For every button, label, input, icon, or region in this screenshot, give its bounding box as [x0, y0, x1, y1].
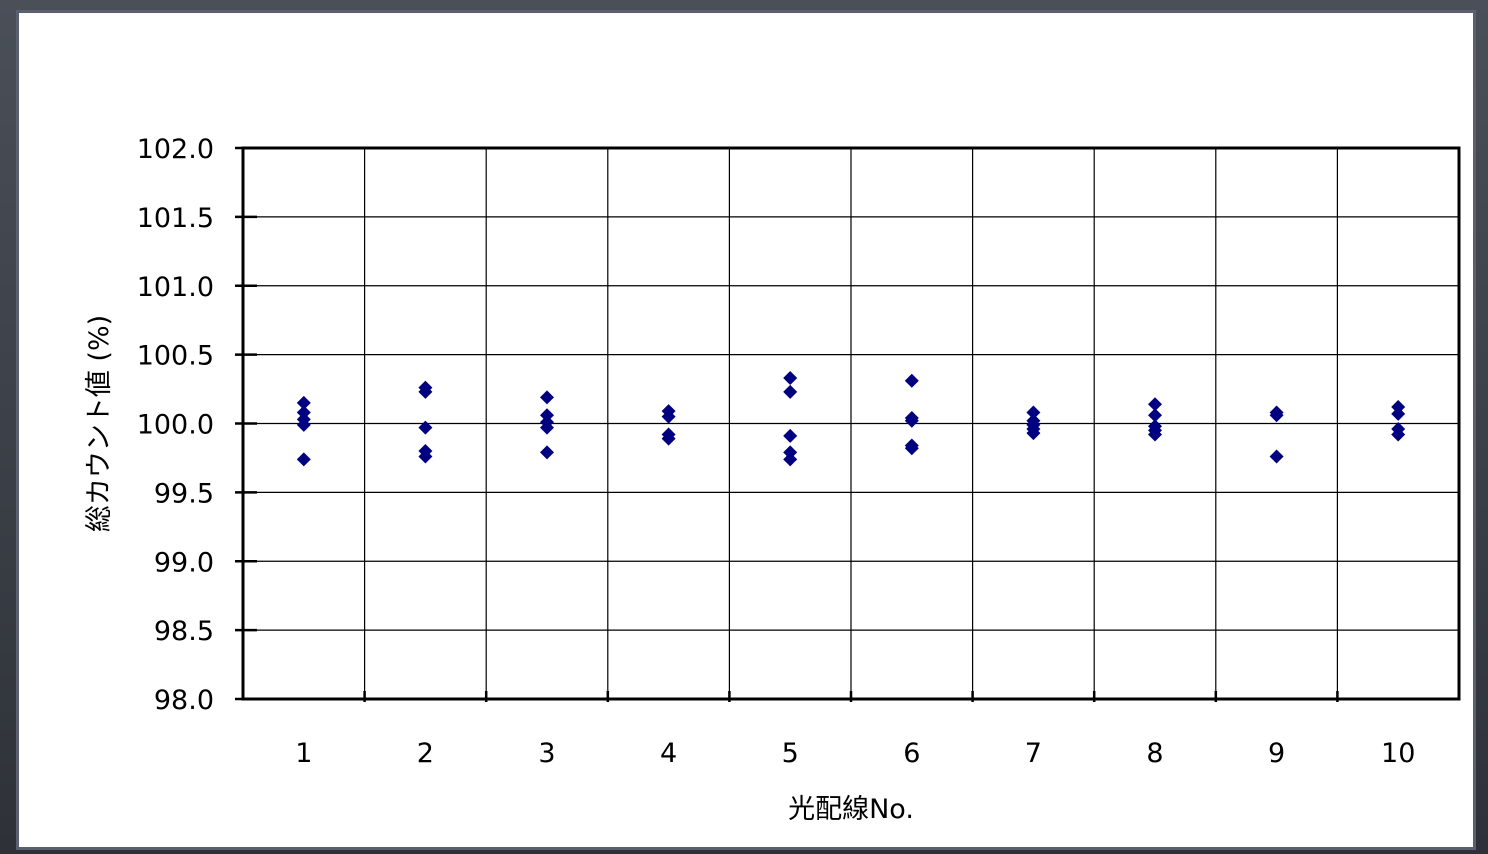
data-point — [296, 417, 311, 432]
data-point — [418, 384, 433, 399]
x-tick-label: 5 — [782, 738, 799, 769]
data-point — [661, 409, 676, 424]
data-point — [783, 428, 798, 443]
data-point — [540, 390, 554, 405]
data-point — [904, 441, 919, 456]
data-point — [418, 420, 433, 435]
y-tick-label: 101.5 — [137, 203, 214, 234]
data-point — [296, 395, 311, 410]
x-tick-label: 1 — [295, 738, 312, 769]
data-points — [296, 371, 1406, 467]
data-point — [1391, 427, 1406, 442]
x-tick-label: 10 — [1381, 738, 1415, 769]
data-point — [296, 452, 311, 467]
data-point — [661, 431, 676, 446]
data-point — [904, 413, 919, 428]
x-axis: 1 2 3 4 5 6 7 8 9 10 — [295, 691, 1415, 769]
y-tick-label: 100.5 — [137, 341, 214, 372]
data-point — [783, 452, 798, 467]
y-axis-title: 総カウント値 (%) — [84, 315, 115, 532]
y-tick-label: 99.0 — [154, 547, 214, 578]
data-point — [1026, 405, 1041, 420]
y-tick-label: 102.0 — [137, 134, 214, 165]
data-point — [904, 373, 919, 388]
grid-lines — [243, 147, 1459, 700]
x-tick-label: 4 — [660, 738, 677, 769]
data-point — [1148, 397, 1162, 412]
data-point — [1148, 408, 1162, 423]
y-tick-label: 99.5 — [154, 478, 214, 509]
y-tick-label: 98.0 — [154, 685, 214, 716]
x-tick-label: 7 — [1025, 738, 1042, 769]
data-point — [1026, 426, 1041, 441]
chart-panel — [16, 10, 1476, 850]
data-point — [783, 384, 798, 399]
y-tick-label: 101.0 — [137, 272, 214, 303]
data-point — [1391, 406, 1406, 421]
y-tick-label: 98.5 — [154, 616, 214, 647]
data-point — [540, 445, 554, 460]
x-axis-title: 光配線No. — [788, 794, 914, 825]
data-point — [1269, 449, 1284, 464]
x-tick-label: 3 — [538, 738, 555, 769]
data-point — [1269, 408, 1284, 423]
x-tick-label: 2 — [417, 738, 434, 769]
data-point — [1148, 427, 1162, 442]
data-point — [783, 371, 798, 386]
y-tick-label: 100.0 — [137, 410, 214, 441]
data-point — [418, 449, 433, 464]
x-tick-label: 8 — [1146, 738, 1163, 769]
data-point — [540, 420, 554, 435]
y-axis: 102.0 101.5 101.0 100.5 100.0 99.5 99.0 98.5 98.… — [137, 134, 257, 716]
x-tick-label: 9 — [1268, 738, 1285, 769]
x-tick-label: 6 — [903, 738, 920, 769]
